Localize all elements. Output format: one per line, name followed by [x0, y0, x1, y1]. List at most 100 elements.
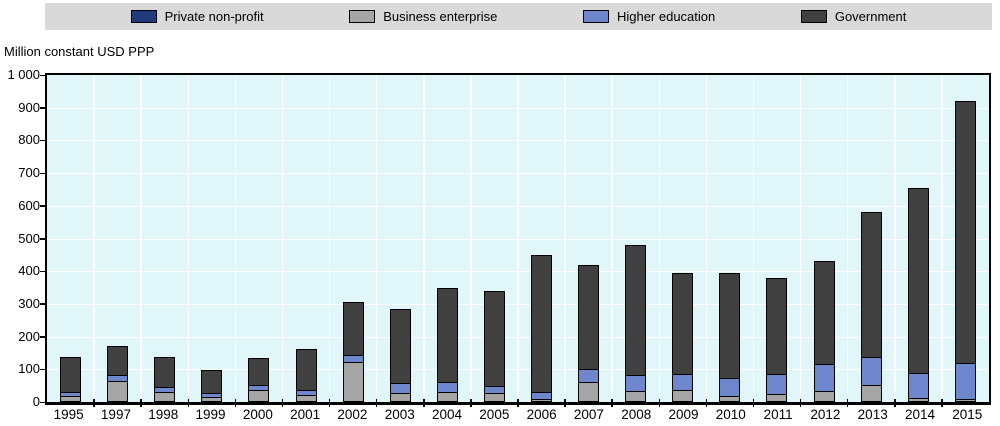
- y-axis-title: Million constant USD PPP: [4, 44, 155, 59]
- legend-label-government: Government: [834, 9, 907, 24]
- bar-slot-1998: [141, 75, 188, 402]
- x-tick-label-2004: 2004: [432, 407, 463, 422]
- bar-slot-2007: [565, 75, 612, 402]
- y-tick-label: 200: [18, 328, 40, 344]
- gridline-horizontal: [47, 140, 989, 142]
- bar-slot-2003: [377, 75, 424, 402]
- bar-segment-business-enterprise: [483, 393, 505, 402]
- x-tick: [281, 399, 284, 407]
- bar-slot-2004: [424, 75, 471, 402]
- bar-segment-government: [60, 357, 82, 393]
- x-tick: [187, 399, 190, 407]
- gridline-horizontal: [47, 238, 989, 240]
- x-tick-label-2014: 2014: [904, 407, 936, 422]
- bar-segment-higher-education: [483, 386, 505, 394]
- bar-segment-government: [436, 287, 458, 383]
- y-tick: [40, 336, 45, 338]
- bar-segment-government: [578, 264, 600, 370]
- bars-layer: [47, 75, 989, 402]
- bar-segment-higher-education: [860, 357, 882, 385]
- legend-label-business-enterprise: Business enterprise: [383, 9, 498, 24]
- stacked-bar-1995: [60, 357, 82, 402]
- x-tick-label-2000: 2000: [242, 407, 273, 422]
- stacked-bar-2012: [813, 261, 835, 402]
- bar-segment-business-enterprise: [60, 396, 82, 402]
- x-tick: [564, 399, 566, 407]
- bar-segment-business-enterprise: [530, 399, 552, 402]
- bar-slot-2006: [518, 75, 565, 402]
- y-tick-label: 800: [18, 132, 40, 148]
- y-tick-label: 500: [18, 230, 40, 246]
- y-tick-label: 900: [18, 99, 40, 115]
- stacked-bar-2002: [342, 301, 364, 402]
- x-tick: [470, 399, 472, 407]
- bar-slot-2012: [801, 75, 848, 402]
- bar-segment-government: [766, 277, 788, 374]
- legend-label-higher-education: Higher education: [616, 9, 716, 24]
- gridline-horizontal: [47, 205, 989, 207]
- stacked-bar-2011: [766, 277, 788, 402]
- bar-segment-business-enterprise: [813, 390, 835, 402]
- gridline-horizontal: [47, 173, 989, 175]
- legend-item-higher-education: Higher education: [582, 9, 716, 24]
- bar-segment-higher-education: [672, 373, 694, 390]
- bar-segment-higher-education: [719, 378, 741, 397]
- stacked-bar-2014: [907, 187, 929, 402]
- stacked-bar-2013: [860, 212, 882, 402]
- bar-segment-higher-education: [295, 389, 317, 395]
- bar-slot-2011: [753, 75, 800, 402]
- y-tick-label: 300: [18, 295, 40, 311]
- gridline-horizontal: [47, 336, 989, 338]
- stacked-bar-1997: [107, 345, 129, 402]
- bar-slot-2013: [848, 75, 895, 402]
- bar-slot-2014: [895, 75, 942, 402]
- x-tick-label-2003: 2003: [384, 407, 415, 422]
- bar-segment-higher-education: [436, 382, 458, 392]
- legend: Private non-profit Business enterprise Hig…: [45, 3, 992, 30]
- bar-segment-government: [907, 187, 929, 373]
- x-tick-label-1998: 1998: [148, 407, 179, 422]
- bar-segment-government: [954, 101, 976, 363]
- bar-segment-government: [248, 357, 270, 386]
- legend-swatch-government: [800, 10, 827, 23]
- bar-segment-higher-education: [342, 354, 364, 363]
- stacked-bar-2003: [389, 308, 411, 402]
- legend-swatch-private-non-profit: [130, 10, 157, 23]
- bar-segment-business-enterprise: [295, 394, 317, 402]
- stacked-bar-1998: [154, 356, 176, 402]
- x-tick-label-2007: 2007: [573, 407, 604, 422]
- bar-segment-higher-education: [530, 391, 552, 400]
- legend-item-private-non-profit: Private non-profit: [130, 10, 264, 23]
- bar-slot-2008: [612, 75, 659, 402]
- y-tick-label: 100: [18, 361, 40, 377]
- stacked-bar-2008: [625, 245, 647, 402]
- x-tick: [941, 399, 943, 407]
- x-tick: [93, 399, 95, 407]
- bar-segment-government: [719, 272, 741, 379]
- bar-slot-1997: [94, 75, 141, 402]
- bar-segment-higher-education: [389, 383, 411, 394]
- bar-segment-higher-education: [625, 375, 647, 391]
- stacked-bar-2004: [436, 287, 458, 402]
- bar-segment-higher-education: [201, 392, 223, 398]
- bar-slot-1999: [188, 75, 235, 402]
- x-tick-label-2010: 2010: [715, 407, 746, 422]
- x-axis-labels: 1995 1997 1998 1999 2000 2001 2002 2003 2004 2005…: [45, 407, 991, 422]
- x-tick: [611, 399, 613, 407]
- x-tick: [799, 399, 802, 407]
- x-tick-label-2002: 2002: [337, 407, 368, 422]
- bar-slot-1995: [47, 75, 94, 402]
- y-tick-label: 1 000: [7, 67, 40, 82]
- plot-wrap: [40, 73, 991, 407]
- stacked-bar-2006: [530, 254, 552, 402]
- stacked-bar-1999: [201, 369, 223, 402]
- x-tick-label-2015: 2015: [952, 407, 983, 422]
- bar-segment-government: [813, 261, 835, 365]
- x-tick-label-1997: 1997: [100, 407, 131, 422]
- bar-segment-business-enterprise: [578, 381, 600, 402]
- bar-slot-2009: [659, 75, 706, 402]
- bar-segment-business-enterprise: [719, 396, 741, 402]
- bar-segment-government: [530, 254, 552, 392]
- stacked-bar-2009: [672, 272, 694, 402]
- bar-segment-business-enterprise: [625, 390, 647, 402]
